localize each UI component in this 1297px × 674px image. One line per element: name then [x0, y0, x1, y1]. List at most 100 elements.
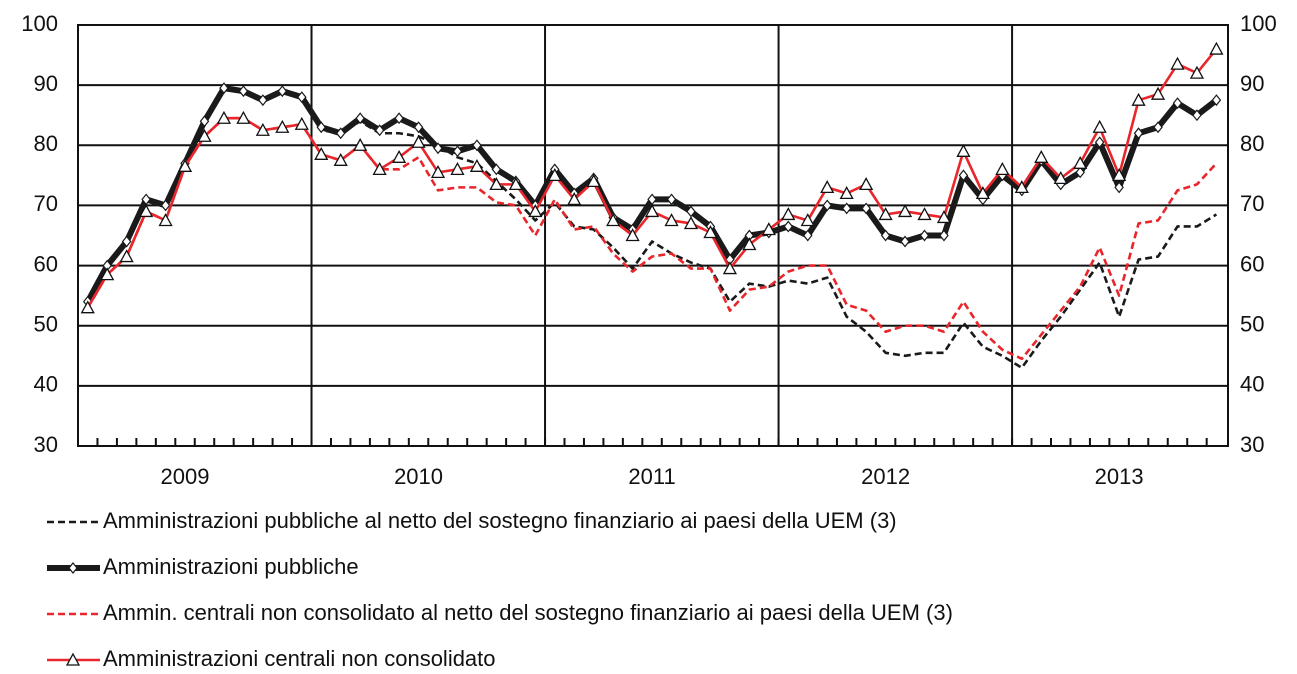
marker: [219, 82, 229, 95]
x-tick-label: 2011: [628, 464, 675, 489]
marker: [820, 180, 835, 194]
plot-frame: [77, 24, 1229, 447]
y-tick-label: 40: [34, 372, 58, 397]
series-line: [86, 48, 1218, 309]
y2-tick-label: 80: [1240, 131, 1264, 156]
marker: [433, 142, 443, 155]
y-tick-label: 60: [34, 251, 58, 276]
marker: [1112, 167, 1127, 182]
marker: [1170, 56, 1185, 70]
marker: [958, 169, 969, 182]
y2-tick-label: 90: [1240, 71, 1264, 96]
marker: [1075, 166, 1085, 179]
marker: [121, 235, 132, 248]
marker: [800, 213, 815, 227]
marker: [65, 652, 81, 666]
marker: [783, 220, 794, 233]
marker: [644, 204, 660, 218]
marker: [452, 145, 463, 158]
marker: [586, 174, 601, 188]
y-tick-label: 80: [34, 131, 58, 156]
marker: [1053, 171, 1068, 185]
marker: [333, 152, 348, 166]
marker: [411, 134, 426, 148]
marker: [258, 94, 268, 107]
marker: [1172, 97, 1183, 110]
marker: [139, 204, 154, 218]
marker: [528, 204, 543, 218]
y2-tick-label: 40: [1240, 372, 1264, 397]
marker: [878, 207, 893, 221]
marker: [80, 300, 95, 314]
x-tick-label: 2012: [861, 464, 910, 489]
marker: [489, 177, 504, 191]
marker: [197, 128, 212, 142]
marker: [450, 161, 465, 175]
marker: [1192, 109, 1202, 122]
marker: [297, 91, 307, 104]
marker: [839, 186, 854, 200]
marker: [956, 143, 971, 157]
marker: [1211, 94, 1222, 107]
y2-tick-label: 70: [1240, 191, 1264, 216]
y-tick-label: 70: [34, 191, 58, 216]
y-tick-label: 100: [21, 11, 58, 36]
marker: [861, 202, 871, 215]
marker: [625, 228, 640, 242]
marker: [238, 85, 249, 98]
marker: [939, 229, 949, 242]
marker: [119, 249, 134, 263]
marker: [1114, 181, 1124, 194]
legend-label: Amministrazioni pubbliche al netto del s…: [103, 508, 897, 533]
marker: [547, 167, 562, 182]
marker: [1094, 136, 1105, 149]
marker: [1034, 149, 1049, 163]
marker: [761, 222, 776, 236]
marker: [277, 85, 288, 98]
marker: [1153, 121, 1163, 134]
marker: [606, 213, 621, 227]
marker: [100, 267, 115, 281]
marker: [822, 199, 832, 212]
marker: [722, 261, 738, 275]
marker: [413, 121, 424, 134]
marker: [1131, 92, 1146, 106]
marker: [1150, 86, 1166, 100]
marker: [742, 237, 757, 251]
y2-tick-label: 60: [1240, 251, 1264, 276]
marker: [975, 186, 990, 200]
marker: [897, 204, 913, 218]
marker: [160, 199, 171, 212]
marker: [683, 216, 699, 230]
marker: [1092, 119, 1107, 133]
x-tick-label: 2010: [394, 464, 443, 489]
marker: [68, 562, 78, 574]
y-tick-label: 30: [34, 432, 58, 457]
marker: [1189, 65, 1205, 79]
marker: [567, 192, 582, 206]
legend-label: Ammin. centrali non consolidato al netto…: [103, 600, 953, 625]
marker: [158, 213, 173, 227]
marker: [394, 112, 404, 125]
marker: [919, 229, 930, 242]
marker: [666, 193, 677, 206]
marker: [859, 177, 874, 191]
y2-tick-label: 100: [1240, 11, 1277, 36]
y-tick-label: 90: [34, 71, 58, 96]
marker: [1133, 127, 1144, 140]
marker: [372, 161, 387, 175]
marker: [255, 122, 270, 136]
x-tick-label: 2009: [161, 464, 210, 489]
x-tick-label: 2013: [1095, 464, 1144, 489]
marker: [880, 229, 891, 242]
marker: [469, 158, 485, 172]
marker: [995, 161, 1010, 175]
marker: [472, 139, 482, 152]
legend-label: Amministrazioni centrali non consolidato: [103, 646, 496, 671]
marker: [802, 229, 813, 242]
marker: [199, 115, 210, 128]
marker: [294, 116, 309, 130]
y2-tick-label: 30: [1240, 432, 1264, 457]
marker: [703, 225, 718, 239]
marker: [508, 177, 523, 191]
